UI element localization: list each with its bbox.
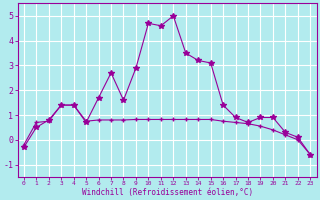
- X-axis label: Windchill (Refroidissement éolien,°C): Windchill (Refroidissement éolien,°C): [82, 188, 253, 197]
